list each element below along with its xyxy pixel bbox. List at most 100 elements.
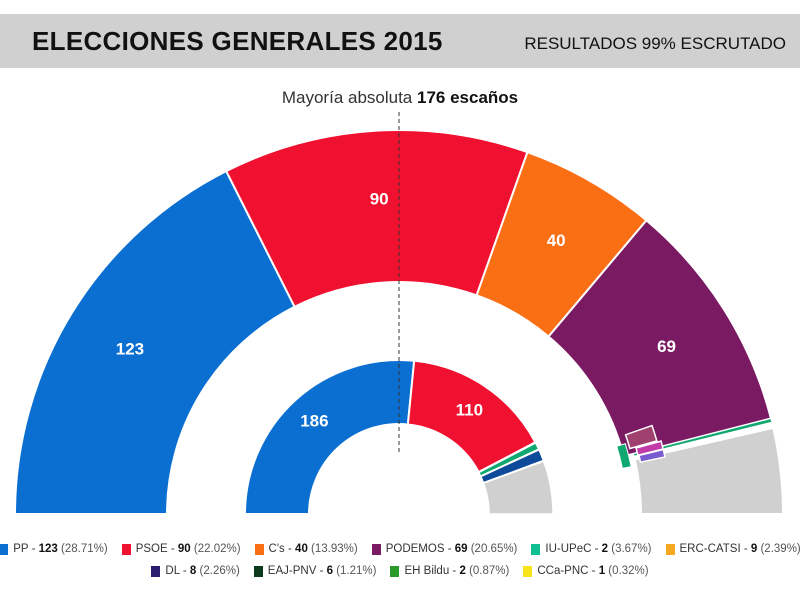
legend-party: DL (165, 565, 180, 577)
legend-text: C's - 40 (13.93%) (269, 543, 358, 555)
legend-seats: 6 (326, 565, 334, 577)
legend-swatch (390, 565, 400, 577)
outer-segment-pp (13, 169, 296, 515)
legend-separator: - (444, 543, 455, 555)
legend-seats: 69 (454, 543, 468, 555)
legend-item-eaj-pnv: EAJ-PNV - 6 (1.21%) (253, 565, 377, 577)
legend-swatch (254, 543, 264, 555)
legend-party: EH Bildu (404, 565, 450, 577)
legend-row: DL - 8 (2.26%) EAJ-PNV - 6 (1.21%) EH Bild… (0, 560, 800, 582)
legend-item-iu-upec: IU-UPeC - 2 (3.67%) (531, 543, 652, 555)
legend-text: DL - 8 (2.26%) (165, 565, 239, 577)
legend-separator: - (591, 543, 602, 555)
legend-text: PP - 123 (28.71%) (13, 543, 107, 555)
legend-percent: (13.93%) (307, 543, 358, 555)
outer-minor-block-2 (635, 440, 665, 457)
legend-item-erc-catsi: ERC-CATSI - 9 (2.39%) (665, 543, 800, 555)
legend-text: PODEMOS - 69 (20.65%) (386, 543, 518, 555)
outer-thin-strip (632, 417, 773, 457)
outer-minor-green-bar (616, 443, 632, 469)
inner-label-1: 186 (300, 412, 328, 431)
legend-swatch (253, 565, 263, 577)
page-title: ELECCIONES GENERALES 2015 (32, 26, 443, 56)
legend-text: CCa-PNC - 1 (0.32%) (537, 565, 648, 577)
legend-item-pp: PP - 123 (28.71%) (0, 543, 108, 555)
legend-percent: (22.02%) (190, 543, 241, 555)
legend-party: ERC-CATSI (679, 543, 741, 555)
legend-party: EAJ-PNV (267, 565, 317, 577)
legend-party: IU-UPeC (545, 543, 592, 555)
legend-separator: - (28, 543, 39, 555)
legend-separator: - (284, 543, 296, 555)
legend-seats: 90 (177, 543, 191, 555)
legend-item-podemos: PODEMOS - 69 (20.65%) (371, 543, 518, 555)
outer-label-podemos: 69 (657, 337, 676, 356)
seat-labels: 123 90 40 69 186 110 (116, 190, 676, 431)
legend-party: PSOE (135, 543, 168, 555)
legend-percent: (0.32%) (605, 565, 649, 577)
legend-seats: 1 (598, 565, 606, 577)
inner-segment-2 (406, 359, 537, 474)
legend-row: PP - 123 (28.71%) PSOE - 90 (22.02%) C's -… (0, 538, 800, 560)
legend-seats: 2 (601, 543, 609, 555)
legend: PP - 123 (28.71%) PSOE - 90 (22.02%) C's -… (0, 538, 800, 582)
legend-swatch (523, 565, 533, 577)
legend-item-eh-bildu: EH Bildu - 2 (0.87%) (390, 565, 509, 577)
legend-percent: (20.65%) (467, 543, 518, 555)
legend-percent: (1.21%) (333, 565, 377, 577)
majority-value: 176 escaños (417, 88, 519, 107)
outer-ring-minor-parties (616, 424, 666, 469)
legend-text: EH Bildu - 2 (0.87%) (404, 565, 509, 577)
legend-separator: - (588, 565, 599, 577)
legend-percent: (2.26%) (196, 565, 240, 577)
legend-separator: - (740, 543, 751, 555)
inner-segment-1 (243, 359, 416, 515)
legend-swatch (151, 565, 161, 577)
legend-item-cca-pnc: CCa-PNC - 1 (0.32%) (523, 565, 649, 577)
legend-party: PODEMOS (385, 543, 445, 555)
legend-separator: - (179, 565, 190, 577)
legend-seats: 8 (189, 565, 197, 577)
legend-percent: (2.39%) (757, 543, 800, 555)
outer-minor-block-1 (624, 424, 658, 450)
inner-label-2: 110 (456, 400, 483, 419)
outer-remainder (633, 426, 785, 515)
legend-swatch (0, 543, 9, 555)
legend-swatch (121, 543, 131, 555)
legend-seats: 123 (38, 543, 58, 555)
legend-item-psoe: PSOE - 90 (22.02%) (121, 543, 241, 555)
legend-item-dl: DL - 8 (2.26%) (151, 565, 240, 577)
legend-text: ERC-CATSI - 9 (2.39%) (680, 543, 800, 555)
legend-seats: 2 (459, 565, 466, 577)
legend-percent: (0.87%) (465, 565, 510, 577)
inner-segment-remainder (482, 460, 554, 515)
majority-label: Mayoría absoluta 176 escaños (0, 88, 800, 108)
legend-text: IU-UPeC - 2 (3.67%) (545, 543, 651, 555)
page-subtitle: RESULTADOS 99% ESCRUTADO (524, 34, 786, 53)
legend-swatch (371, 543, 381, 555)
legend-percent: (28.71%) (57, 543, 108, 555)
legend-item-c-s: C's - 40 (13.93%) (254, 543, 358, 555)
legend-party: CCa-PNC (537, 565, 589, 577)
legend-swatch (531, 543, 541, 555)
header-bar: ELECCIONES GENERALES 2015 RESULTADOS 99%… (0, 14, 800, 68)
legend-seats: 9 (750, 543, 758, 555)
outer-ring (13, 129, 785, 515)
legend-party: C's (268, 543, 285, 555)
outer-label-pp: 123 (116, 339, 144, 358)
majority-prefix: Mayoría absoluta (281, 88, 413, 107)
legend-swatch (665, 543, 675, 555)
legend-percent: (3.67%) (608, 543, 652, 555)
legend-text: PSOE - 90 (22.02%) (136, 543, 241, 555)
inner-ring (243, 359, 554, 515)
legend-separator: - (167, 543, 178, 555)
outer-label-c-s: 40 (547, 231, 566, 250)
legend-separator: - (449, 565, 460, 577)
legend-seats: 40 (295, 543, 308, 555)
outer-label-psoe: 90 (370, 190, 389, 209)
outer-minor-block-3 (638, 448, 666, 464)
legend-party: PP (13, 543, 29, 555)
legend-separator: - (316, 565, 327, 577)
legend-text: EAJ-PNV - 6 (1.21%) (268, 565, 377, 577)
